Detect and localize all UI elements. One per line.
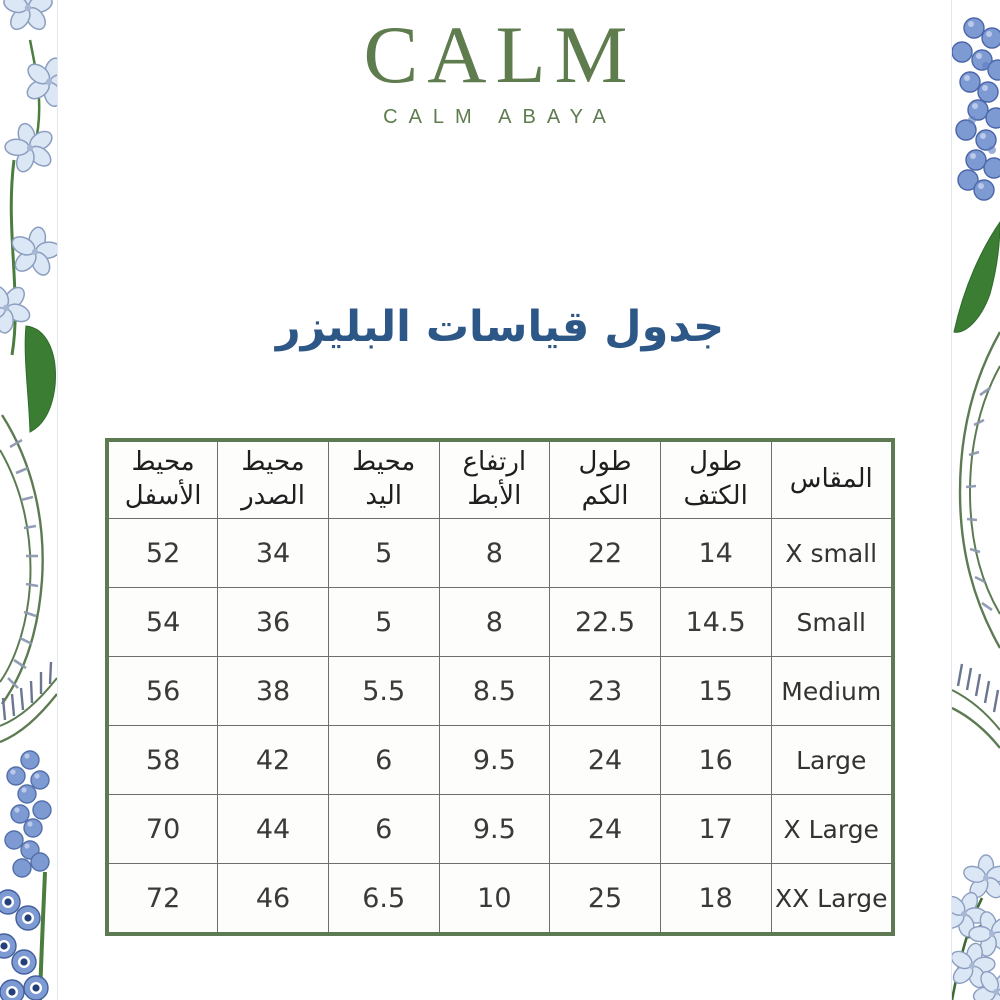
floral-border-left [0,0,58,1000]
cell-value: 34 [217,518,329,588]
cell-value: 70 [106,794,219,864]
cell-size: Small [770,587,894,657]
col-header-shoulder: طول الكتف [659,439,772,519]
hyacinth-icon [4,750,52,878]
cell-value: 22.5 [549,587,661,657]
cell-value: 25 [549,863,661,935]
cell-value: 54 [106,587,219,657]
flower-icon [952,854,1000,1000]
col-header-armpit: ارتفاع الأبط [438,439,551,519]
cell-value: 6.5 [327,863,440,935]
cell-value: 52 [106,518,219,588]
sketch-arc-icon [0,414,57,744]
cell-value: 42 [217,725,329,795]
sketch-arc-icon [952,331,1000,749]
cell-value: 24 [549,725,661,795]
cell-value: 22 [549,518,661,588]
cell-value: 8 [438,587,551,657]
cell-value: 15 [659,656,772,726]
floral-border-right [951,0,1000,1000]
cell-value: 58 [106,725,219,795]
table-row: Small 14.5 22.5 8 5 36 54 [106,587,894,657]
cell-size: Medium [770,656,894,726]
cell-value: 9.5 [438,794,551,864]
cell-size: X Large [770,794,894,864]
cell-value: 24 [549,794,661,864]
cell-value: 5.5 [327,656,440,726]
col-header-bottom: محيط الأسفل [106,439,219,519]
cell-value: 16 [659,725,772,795]
size-table-container: المقاس طول الكتف طول الكم ارتفاع الأبط م… [105,438,895,936]
table-row: X small 14 22 8 5 34 52 [106,518,894,588]
floral-border-left-art [0,0,57,1000]
cell-value: 23 [549,656,661,726]
cell-value: 8.5 [438,656,551,726]
cell-value: 18 [659,863,772,935]
cell-value: 14.5 [659,587,772,657]
table-row: XX Large 18 25 10 6.5 46 72 [106,863,894,935]
table-header-row: المقاس طول الكتف طول الكم ارتفاع الأبط م… [106,439,894,519]
cell-value: 5 [327,518,440,588]
brand-tagline: CALM ABAYA [383,106,617,128]
brand-logo: CALM [363,9,637,100]
col-header-sleeve: طول الكم [549,439,661,519]
col-header-hand: محيط اليد [327,439,440,519]
floral-border-right-art [952,17,1000,1000]
cell-value: 56 [106,656,219,726]
cell-value: 17 [659,794,772,864]
col-header-size: المقاس [770,439,894,519]
cell-value: 8 [438,518,551,588]
cell-value: 10 [438,863,551,935]
cell-value: 6 [327,794,440,864]
cell-value: 36 [217,587,329,657]
table-row: Medium 15 23 8.5 5.5 38 56 [106,656,894,726]
cell-value: 44 [217,794,329,864]
cell-value: 38 [217,656,329,726]
cell-size: XX Large [770,863,894,935]
hyacinth-icon [952,17,1000,201]
table-row: Large 16 24 9.5 6 42 58 [106,725,894,795]
page-title: جدول قياسات البليزر [275,302,725,352]
col-header-chest: محيط الصدر [217,439,329,519]
brand-header: CALM CALM ABAYA [0,14,1000,129]
cell-size: Large [770,725,894,795]
table-row: X Large 17 24 9.5 6 44 70 [106,794,894,864]
cell-value: 14 [659,518,772,588]
size-table: المقاس طول الكتف طول الكم ارتفاع الأبط م… [105,438,895,936]
bell-flower-icon [0,889,49,1000]
cell-value: 5 [327,587,440,657]
cell-value: 9.5 [438,725,551,795]
cell-value: 72 [106,863,219,935]
cell-size: X small [770,518,894,588]
cell-value: 46 [217,863,329,935]
leaf-icon [24,325,56,433]
leaf-icon [953,221,1000,333]
cell-value: 6 [327,725,440,795]
